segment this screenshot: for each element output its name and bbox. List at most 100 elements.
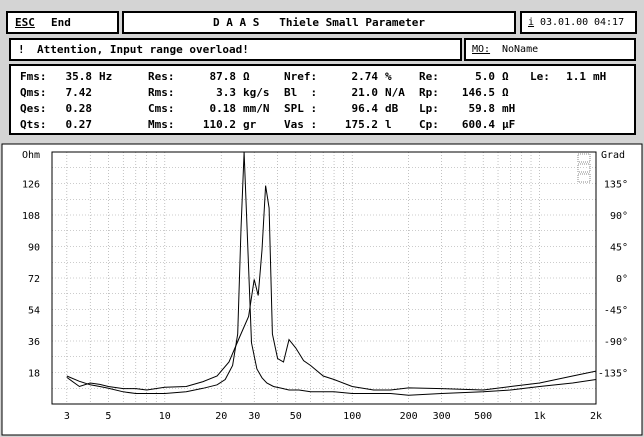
lp-unit: mH bbox=[502, 102, 516, 115]
bl-unit: N/A bbox=[385, 86, 405, 99]
rms-label: Rms: bbox=[148, 86, 175, 99]
parameters-panel: Fms: 35.8 Hz Qms: 7.42 Qes: 0.28 Qts: 0.… bbox=[9, 64, 636, 135]
chart-grid bbox=[52, 152, 597, 404]
cp-value: 600.4 bbox=[461, 118, 495, 131]
fms-unit: Hz bbox=[99, 70, 113, 83]
lp-value: 59.8 bbox=[468, 102, 496, 115]
qts-label: Qts: bbox=[20, 118, 47, 131]
y-tick-label: 54 bbox=[28, 306, 40, 317]
cp-label: Cp: bbox=[419, 118, 439, 131]
re-label: Re: bbox=[419, 70, 439, 83]
spl-unit: dB bbox=[385, 102, 399, 115]
mms-value: 110.2 bbox=[202, 118, 236, 131]
title-box: D A A S Thiele Small Parameter bbox=[122, 11, 516, 34]
status-box: ! Attention, Input range overload! bbox=[9, 38, 462, 61]
model-value: NoName bbox=[502, 44, 539, 55]
x-tick-label: 200 bbox=[400, 411, 418, 422]
rms-unit: kg/s bbox=[243, 86, 270, 99]
y-axis-title: Ohm bbox=[22, 150, 40, 161]
cms-unit: mm/N bbox=[243, 102, 270, 115]
plot-frame bbox=[51, 151, 597, 405]
end-button[interactable]: End bbox=[51, 16, 71, 29]
scroll-indicator bbox=[577, 153, 591, 183]
y-tick-label: 108 bbox=[22, 211, 40, 222]
re-value: 5.0 bbox=[475, 70, 495, 83]
fms-value: 35.8 bbox=[65, 70, 93, 83]
fms-label: Fms: bbox=[20, 70, 47, 83]
y2-tick-label: -90° bbox=[604, 337, 628, 348]
qes-value: 0.28 bbox=[65, 102, 93, 115]
y2-axis-title: Grad bbox=[601, 150, 625, 161]
res-value: 87.8 bbox=[209, 70, 237, 83]
lp-label: Lp: bbox=[419, 102, 439, 115]
axis-ticks: 3 5 10 20 30 50 100 200 300 500 1k 2k 18 36 54 72 90 108 1… bbox=[22, 180, 628, 423]
y2-tick-label: -45° bbox=[604, 306, 628, 317]
y2-tick-label: -135° bbox=[598, 369, 628, 380]
re-unit: Ω bbox=[502, 70, 509, 83]
y-tick-label: 126 bbox=[22, 180, 40, 191]
vas-unit: l bbox=[385, 118, 392, 131]
nref-label: Nref: bbox=[284, 70, 318, 83]
esc-button[interactable]: ESC bbox=[15, 16, 35, 29]
bl-value: 21.0 bbox=[351, 86, 379, 99]
impedance-curve bbox=[66, 151, 597, 396]
rp-label: Rp: bbox=[419, 86, 439, 99]
cms-value: 0.18 bbox=[209, 102, 237, 115]
y-tick-label: 36 bbox=[28, 337, 40, 348]
vas-label: Vas : bbox=[284, 118, 318, 131]
x-tick-label: 5 bbox=[105, 411, 111, 422]
x-tick-label: 3 bbox=[64, 411, 70, 422]
mms-label: Mms: bbox=[148, 118, 175, 131]
y-tick-label: 72 bbox=[28, 274, 40, 285]
phase-curve bbox=[66, 185, 597, 391]
x-tick-label: 100 bbox=[343, 411, 361, 422]
le-label: Le: bbox=[530, 70, 550, 83]
impedance-phase-chart: 3 5 10 20 30 50 100 200 300 500 1k 2k 18 36 54 72 90 108 1… bbox=[1, 143, 643, 436]
model-box[interactable]: MO: NoName bbox=[464, 38, 636, 61]
x-tick-label: 2k bbox=[590, 411, 602, 422]
model-label: MO: bbox=[472, 44, 491, 55]
info-button[interactable]: i bbox=[528, 17, 535, 28]
qts-value: 0.27 bbox=[65, 118, 93, 131]
spl-label: SPL : bbox=[284, 102, 318, 115]
x-tick-label: 50 bbox=[290, 411, 302, 422]
x-tick-label: 20 bbox=[215, 411, 227, 422]
y2-tick-label: 0° bbox=[616, 274, 628, 285]
y2-tick-label: 135° bbox=[604, 180, 628, 191]
res-label: Res: bbox=[148, 70, 175, 83]
qes-label: Qes: bbox=[20, 102, 47, 115]
y2-tick-label: 45° bbox=[610, 243, 628, 254]
x-tick-label: 30 bbox=[248, 411, 260, 422]
vas-value: 175.2 bbox=[344, 118, 378, 131]
chart-series bbox=[66, 151, 597, 396]
cp-unit: µF bbox=[502, 118, 516, 131]
page-title: D A A S Thiele Small Parameter bbox=[213, 16, 425, 29]
bl-label: Bl : bbox=[284, 86, 318, 99]
x-tick-label: 300 bbox=[433, 411, 451, 422]
le-value: 1.1 bbox=[566, 70, 586, 83]
spl-value: 96.4 bbox=[351, 102, 379, 115]
rp-unit: Ω bbox=[502, 86, 509, 99]
res-unit: Ω bbox=[243, 70, 250, 83]
x-tick-label: 1k bbox=[534, 411, 546, 422]
qms-label: Qms: bbox=[20, 86, 47, 99]
nref-unit: % bbox=[385, 70, 392, 83]
rms-value: 3.3 bbox=[216, 86, 236, 99]
date-text: 03.01.00 bbox=[540, 17, 589, 28]
rp-value: 146.5 bbox=[461, 86, 495, 99]
y-tick-label: 18 bbox=[28, 369, 40, 380]
time-text: 04:17 bbox=[594, 17, 625, 28]
menu-box: ESC End bbox=[6, 11, 119, 34]
mms-unit: gr bbox=[243, 118, 257, 131]
cms-label: Cms: bbox=[148, 102, 175, 115]
exclamation-icon: ! bbox=[18, 43, 25, 56]
status-message: Attention, Input range overload! bbox=[37, 43, 249, 56]
y-tick-label: 90 bbox=[28, 243, 40, 254]
nref-value: 2.74 bbox=[351, 70, 379, 83]
qms-value: 7.42 bbox=[65, 86, 93, 99]
le-unit: mH bbox=[593, 70, 607, 83]
y2-tick-label: 90° bbox=[610, 211, 628, 222]
datetime-box: i 03.01.00 04:17 bbox=[520, 11, 637, 34]
x-tick-label: 500 bbox=[474, 411, 492, 422]
x-tick-label: 10 bbox=[159, 411, 171, 422]
